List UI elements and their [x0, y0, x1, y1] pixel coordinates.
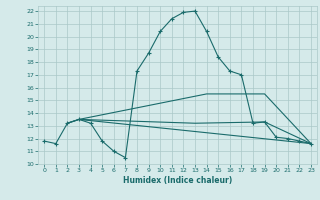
X-axis label: Humidex (Indice chaleur): Humidex (Indice chaleur) [123, 176, 232, 185]
